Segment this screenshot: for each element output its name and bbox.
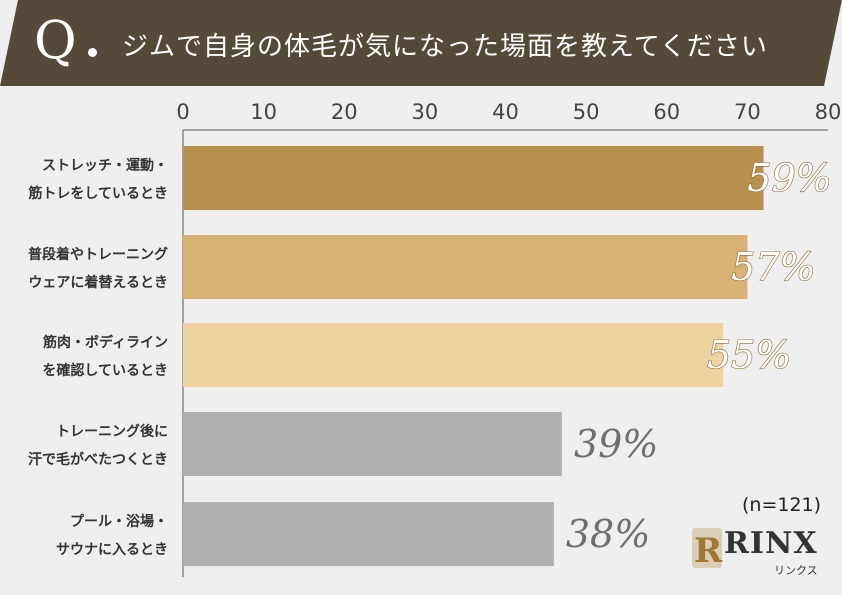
x-tick-label: 80: [815, 100, 842, 124]
logo-subtitle: リンクス: [774, 564, 818, 577]
question-dot: [88, 48, 97, 57]
logo-emblem-icon: R: [692, 528, 723, 571]
rinx-logo: R RINX リンクス: [688, 522, 828, 582]
sample-size-label: (n=121): [742, 494, 822, 516]
x-tick-label: 20: [331, 100, 358, 124]
question-mark-letter: Q: [34, 11, 77, 71]
question-header: Q ジムで自身の体毛が気になった場面を教えてください: [0, 0, 842, 86]
data-label: 38%: [566, 512, 650, 556]
category-label: トレーニング後に: [56, 423, 168, 440]
category-label: ストレッチ・運動・: [42, 157, 168, 174]
bar: [183, 323, 724, 387]
category-label: ウェアに着替えるとき: [28, 274, 168, 291]
bar: [183, 235, 748, 299]
category-label: プール・浴場・: [70, 513, 168, 530]
bar: [183, 412, 562, 476]
data-label: 59%: [747, 156, 831, 200]
header-background: [0, 0, 842, 86]
category-label: 汗で毛がべたつくとき: [28, 451, 168, 468]
data-label: 55%: [707, 333, 791, 377]
category-label: 筋肉・ボディライン: [43, 334, 168, 351]
category-label: 筋トレをしているとき: [28, 185, 168, 202]
logo-wordmark: RINX: [724, 526, 818, 561]
x-tick-label: 10: [250, 100, 277, 124]
bar: [183, 146, 764, 210]
question-title: ジムで自身の体毛が気になった場面を教えてください: [122, 32, 768, 62]
data-label: 39%: [574, 422, 658, 466]
category-label: を確認しているとき: [42, 362, 168, 379]
x-tick-label: 70: [734, 100, 761, 124]
bar: [183, 502, 554, 566]
category-label: サウナに入るとき: [56, 542, 168, 558]
x-tick-label: 50: [573, 100, 600, 124]
x-tick-label: 0: [176, 100, 189, 124]
data-label: 57%: [731, 245, 815, 289]
x-tick-label: 60: [653, 100, 680, 124]
logo-initial: R: [694, 531, 723, 571]
x-tick-label: 30: [412, 100, 439, 124]
x-tick-label: 40: [492, 100, 519, 124]
category-label: 普段着やトレーニング: [28, 246, 168, 263]
